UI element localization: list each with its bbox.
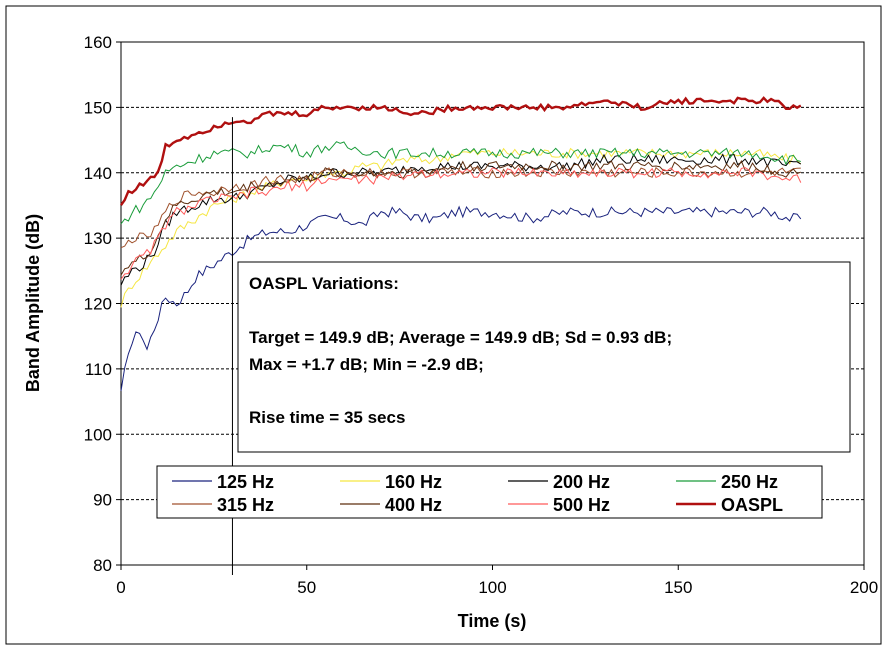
annotation-box-frame <box>237 261 851 453</box>
y-tick-label: 120 <box>84 295 112 314</box>
series-line-400-hz <box>120 160 801 276</box>
legend-label-400-hz: 400 Hz <box>385 495 442 515</box>
x-tick-label: 100 <box>478 578 506 597</box>
x-tick-label: 50 <box>297 578 316 597</box>
legend-items: 125 Hz 160 Hz 200 Hz 250 Hz 315 Hz 400 Hz 500 … <box>172 472 783 515</box>
legend-label-160-hz: 160 Hz <box>385 472 442 492</box>
legend-label-oaspl: OASPL <box>721 495 783 515</box>
y-tick-label: 110 <box>85 360 112 379</box>
series-line-500-hz <box>120 167 802 280</box>
y-tick-label: 100 <box>84 425 112 444</box>
y-axis-ticks: 80 90 100 110 120 130 140 150 160 <box>84 33 121 575</box>
legend-label-250-hz: 250 Hz <box>721 472 778 492</box>
legend: 125 Hz 160 Hz 200 Hz 250 Hz 315 Hz 400 Hz 500 … <box>156 465 823 519</box>
x-tick-label: 200 <box>850 578 878 597</box>
annotation-box: OASPL Variations: Target = 149.9 dB; Ave… <box>237 261 851 453</box>
series-line-oaspl <box>120 96 802 206</box>
annotation-line-4: Max = +1.7 dB; Min = -2.9 dB; <box>249 355 484 374</box>
y-tick-label: 130 <box>84 229 112 248</box>
y-tick-label: 80 <box>93 556 112 575</box>
legend-frame <box>156 465 823 519</box>
x-tick-label: 0 <box>116 578 125 597</box>
series-lines <box>120 96 802 392</box>
y-tick-label: 160 <box>84 33 112 52</box>
legend-label-315-hz: 315 Hz <box>217 495 274 515</box>
series-line-250-hz <box>120 141 801 225</box>
annotation-line-1: OASPL Variations: <box>249 274 399 293</box>
legend-label-200-hz: 200 Hz <box>553 472 610 492</box>
y-tick-label: 140 <box>84 164 112 183</box>
legend-label-500-hz: 500 Hz <box>553 495 610 515</box>
annotation-line-3: Target = 149.9 dB; Average = 149.9 dB; S… <box>249 328 672 347</box>
legend-label-125-hz: 125 Hz <box>217 472 274 492</box>
x-axis-title: Time (s) <box>458 611 527 631</box>
y-tick-label: 90 <box>93 491 112 510</box>
y-tick-label: 150 <box>84 98 112 117</box>
annotation-line-6: Rise time = 35 secs <box>249 408 405 427</box>
x-axis-ticks: 0 50 100 150 200 <box>116 565 878 597</box>
x-tick-label: 150 <box>664 578 692 597</box>
series-line-125-hz <box>120 205 802 392</box>
y-axis-title: Band Amplitude (dB) <box>23 214 43 392</box>
